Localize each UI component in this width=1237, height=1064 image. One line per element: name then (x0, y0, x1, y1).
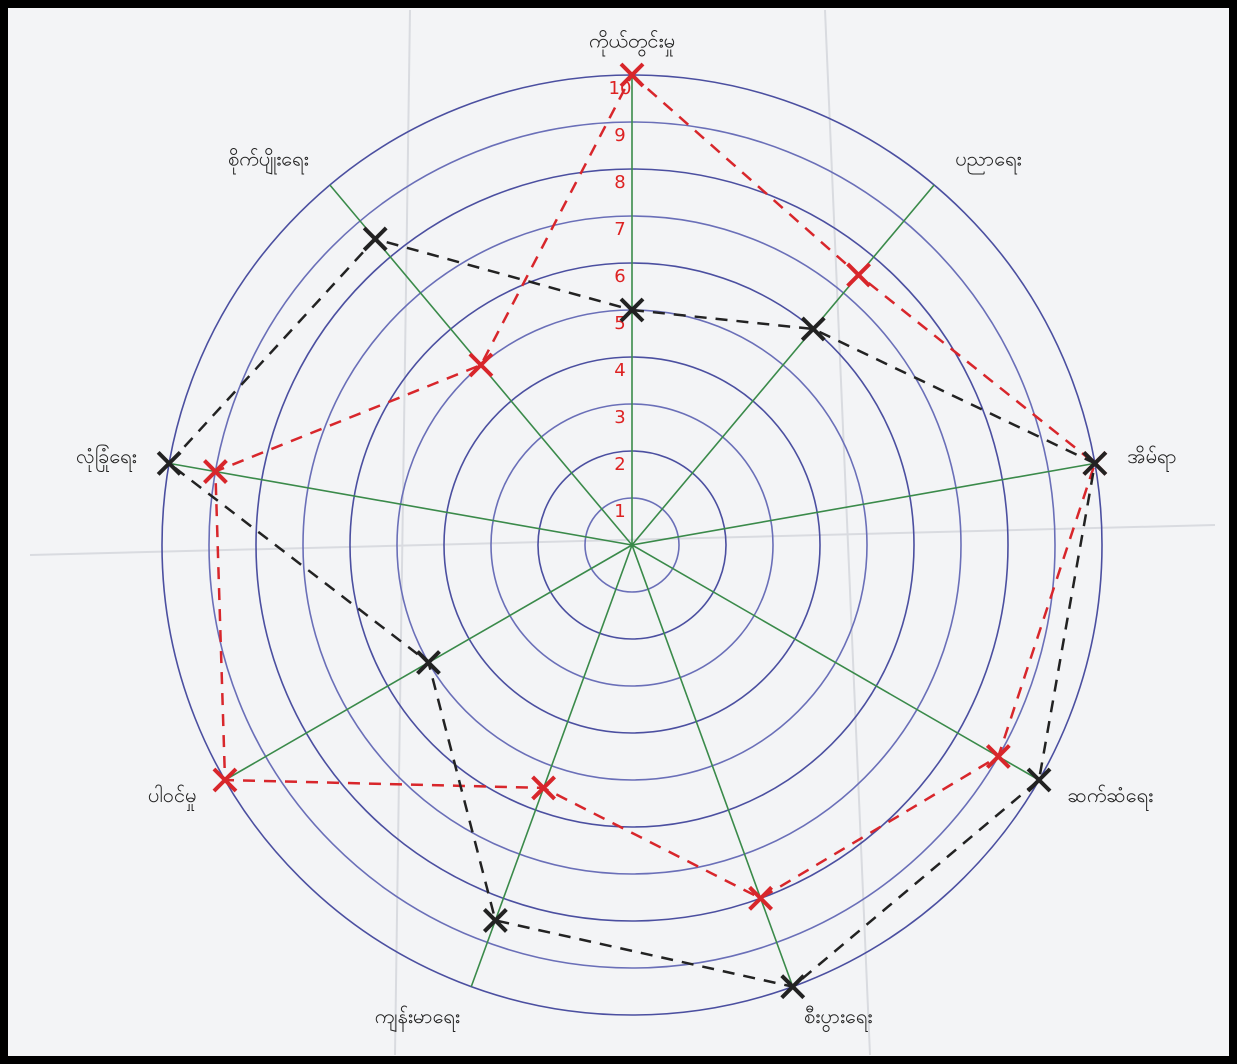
cross-marker (748, 885, 774, 911)
cross-marker (985, 744, 1011, 769)
axis-label: ပညာရေး (955, 146, 1021, 174)
axis-label: အိမ်ရာ (1127, 444, 1177, 472)
ring-label: 3 (614, 407, 625, 428)
ring-label: 5 (614, 313, 625, 334)
cross-marker (846, 262, 871, 288)
cross-marker (468, 352, 494, 378)
axis-label: ပါဝင်မှု (148, 783, 197, 811)
cross-marker (1082, 450, 1108, 476)
cross-marker (416, 650, 441, 675)
spoke (169, 462, 633, 546)
axis-label: ကျန်းမာရေး (375, 1004, 460, 1032)
cross-marker (619, 297, 645, 323)
ring-label: 1 (614, 501, 625, 522)
cross-marker (1026, 767, 1052, 793)
cross-marker (482, 907, 508, 933)
ring-label: 4 (614, 360, 625, 381)
cross-marker (800, 316, 826, 342)
axis-label: စိုက်ပျိုးရေး (228, 146, 309, 174)
fold (824, 9, 871, 1056)
spoke (631, 184, 935, 546)
fold (29, 524, 1216, 556)
cross-marker (212, 767, 238, 793)
cross-marker (156, 450, 182, 476)
cross-marker (531, 775, 557, 801)
cross-marker (780, 974, 806, 1000)
cross-marker (362, 226, 388, 252)
spoke (631, 544, 1040, 781)
spoke (470, 544, 633, 987)
axis-label: လုံခြုံရေး (76, 444, 137, 472)
axis-label: စီးပွားရေး (804, 1004, 872, 1032)
ring-label: 8 (614, 172, 625, 193)
cross-marker (203, 459, 228, 484)
axis-label: ဆက်ဆံရေး (1068, 783, 1154, 811)
ring-label: 2 (614, 454, 625, 475)
fold (394, 9, 411, 1056)
spoke (631, 462, 1095, 546)
ring-label: 7 (614, 219, 625, 240)
series-line (167, 237, 1097, 989)
ring-label: 6 (614, 266, 625, 287)
cross-marker (619, 62, 645, 88)
axis-label: ကိုယ်တွင်းမှု (589, 29, 675, 57)
spoke (631, 544, 794, 987)
series-line (214, 73, 1097, 900)
ring-label: 9 (614, 125, 625, 146)
